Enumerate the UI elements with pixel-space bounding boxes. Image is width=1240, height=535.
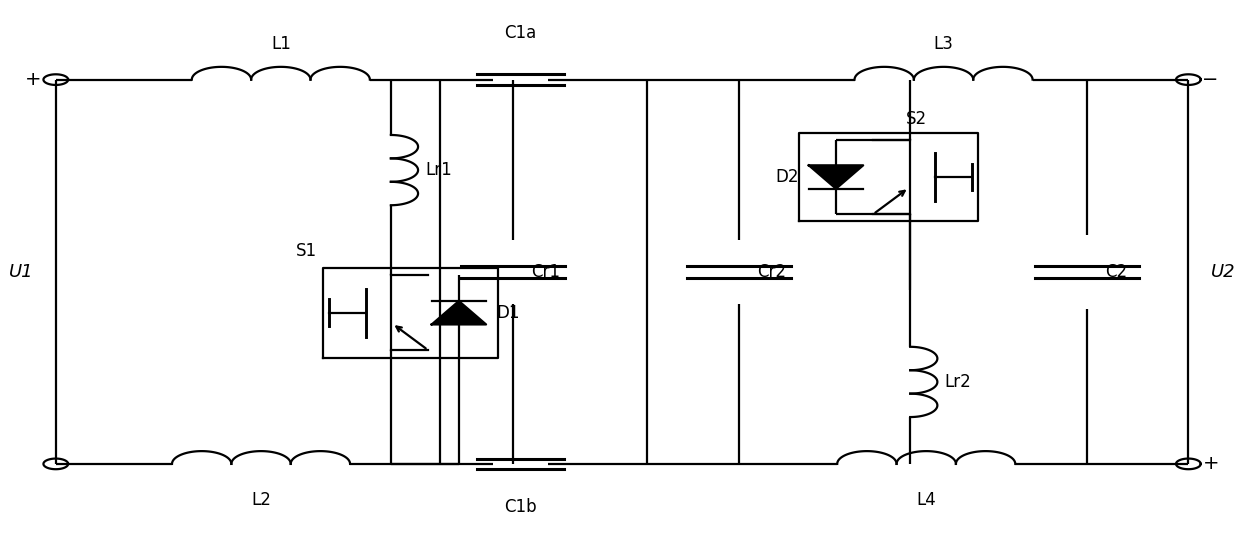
- Polygon shape: [1176, 74, 1200, 85]
- Text: −: −: [1203, 70, 1219, 89]
- Text: +: +: [25, 70, 42, 89]
- Text: Lr1: Lr1: [425, 161, 453, 179]
- Text: Cr2: Cr2: [758, 263, 786, 281]
- Text: U2: U2: [1210, 263, 1235, 281]
- Text: C1a: C1a: [505, 25, 537, 42]
- Text: L3: L3: [934, 35, 954, 53]
- Text: Cr1: Cr1: [531, 263, 560, 281]
- Text: S2: S2: [905, 110, 928, 128]
- Polygon shape: [1176, 458, 1200, 469]
- Polygon shape: [43, 74, 68, 85]
- Text: Lr2: Lr2: [945, 373, 972, 391]
- Text: +: +: [1203, 454, 1219, 473]
- Polygon shape: [808, 165, 863, 189]
- Text: D2: D2: [775, 168, 799, 186]
- Text: L4: L4: [916, 491, 936, 508]
- Text: U1: U1: [9, 263, 33, 281]
- Text: S1: S1: [295, 241, 316, 259]
- Text: D1: D1: [496, 304, 520, 322]
- Text: C1b: C1b: [505, 499, 537, 516]
- Text: L2: L2: [252, 491, 272, 508]
- Polygon shape: [432, 301, 486, 324]
- Polygon shape: [43, 458, 68, 469]
- Text: C2: C2: [1106, 263, 1127, 281]
- Text: L1: L1: [270, 35, 290, 53]
